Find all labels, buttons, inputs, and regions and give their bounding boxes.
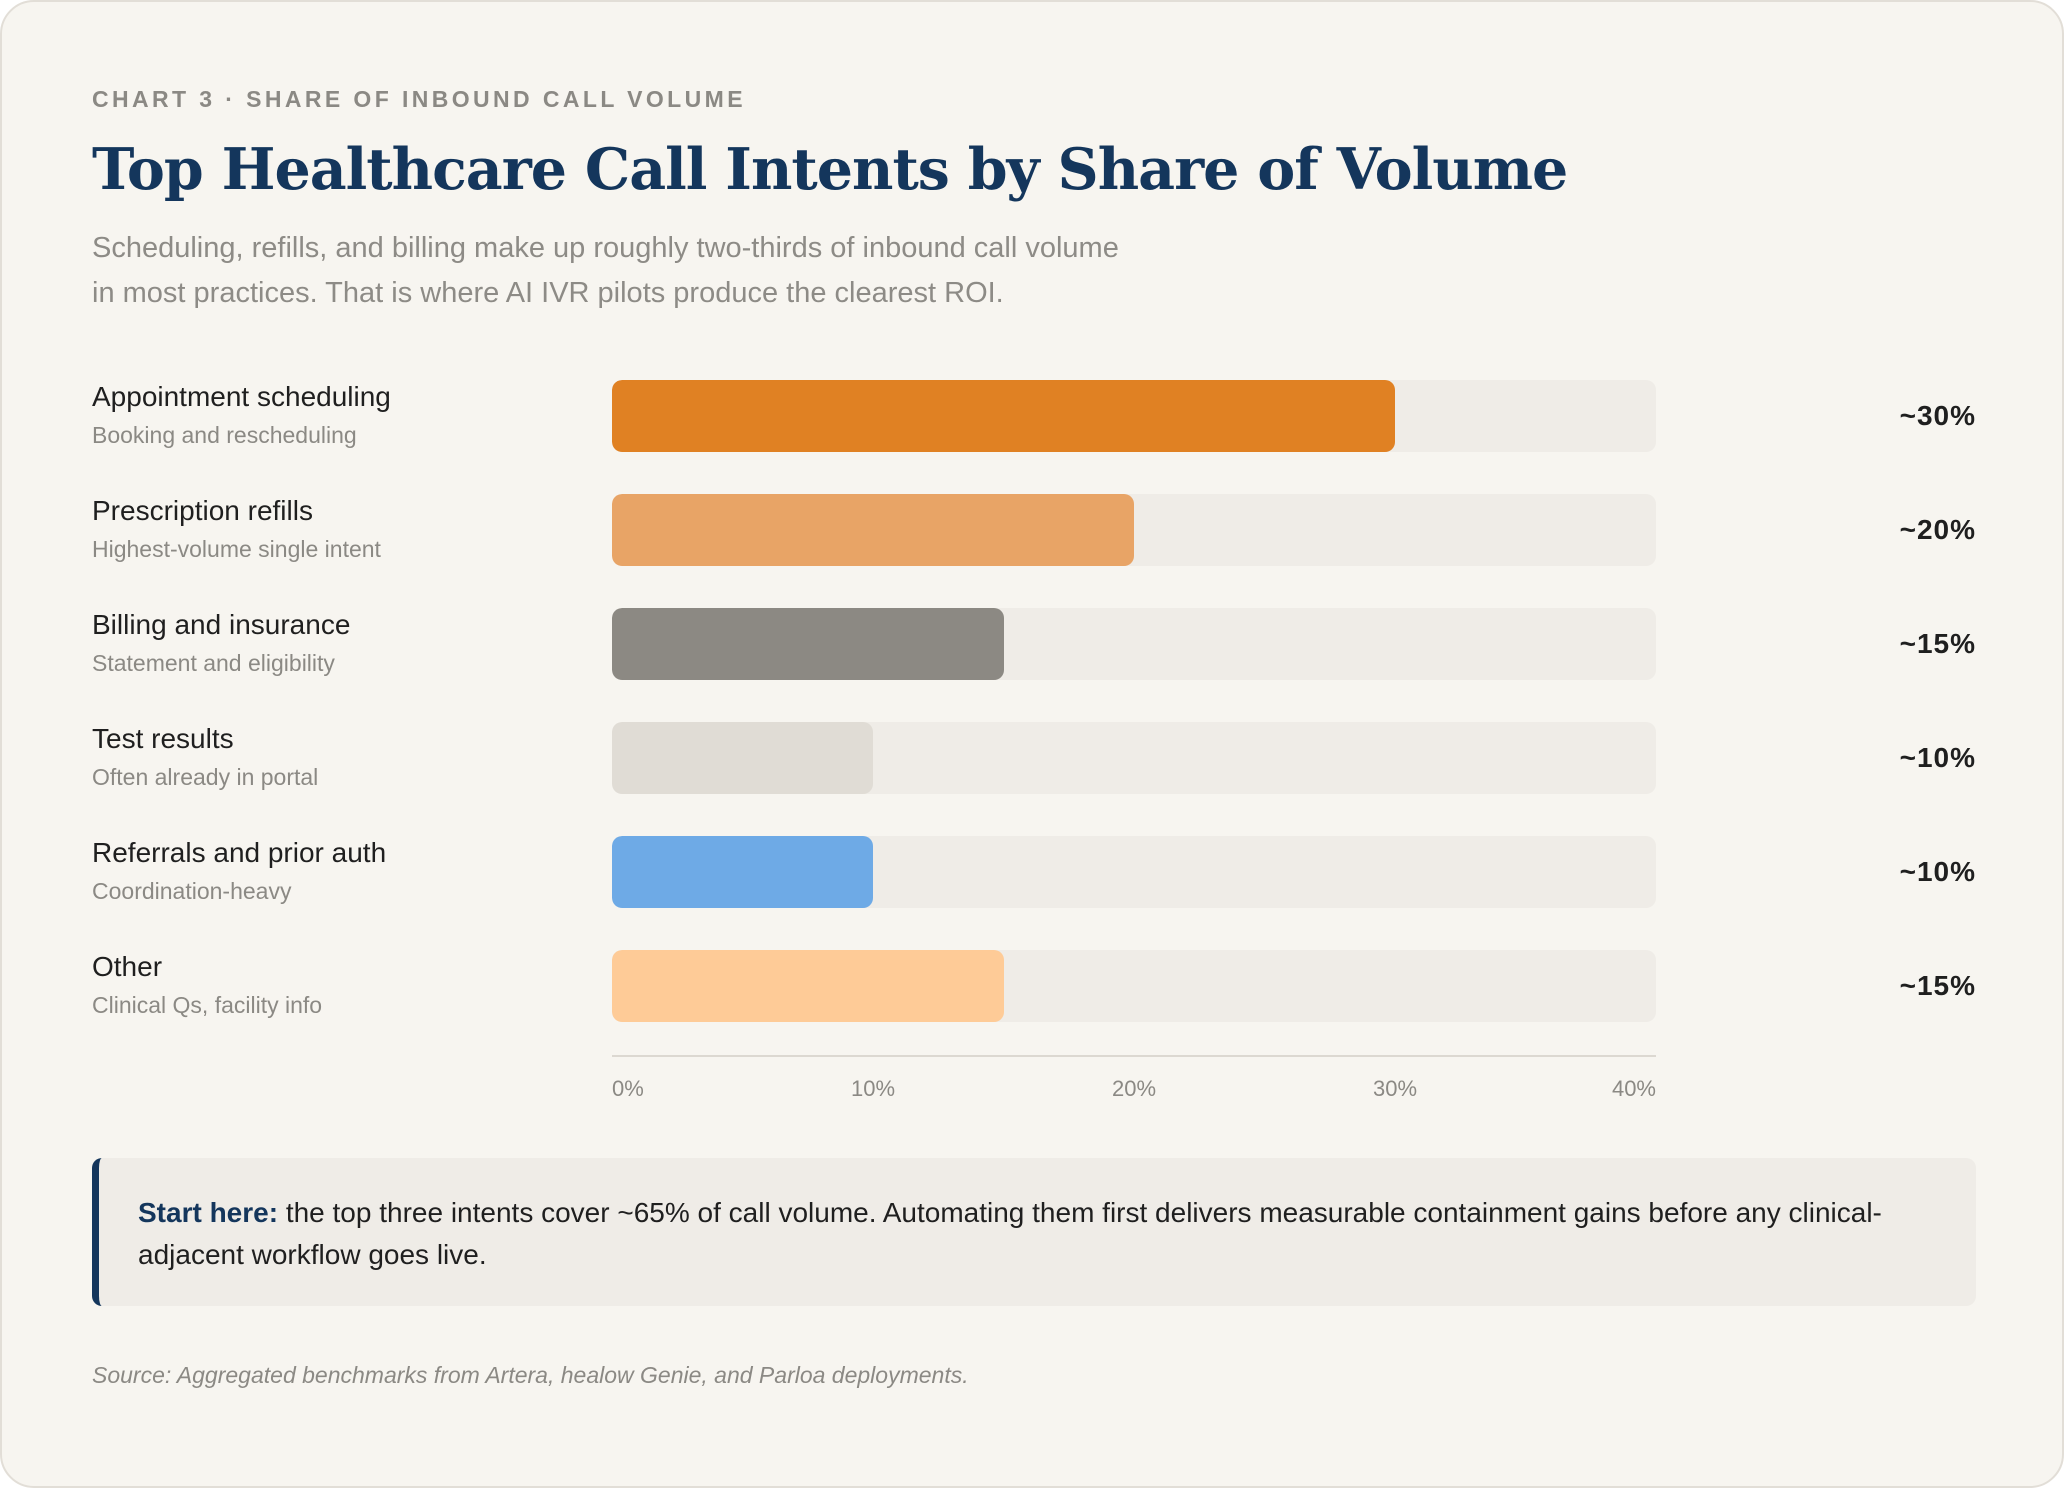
bar-mark — [612, 722, 873, 794]
bar-row: Appointment scheduling Booking and resche… — [2, 380, 2064, 452]
bar-value-label: ~10% — [1899, 742, 1976, 773]
bar-row: Referrals and prior auth Coordination-hea… — [2, 836, 2064, 908]
bar-category-label: Other — [92, 951, 163, 982]
bar-value-label: ~30% — [1899, 400, 1976, 431]
bar-value-label: ~20% — [1899, 514, 1976, 545]
source-note: Source: Aggregated benchmarks from Arter… — [92, 1362, 969, 1388]
bar-value-label: ~15% — [1899, 970, 1976, 1001]
callout-lead: Start here: — [138, 1197, 279, 1228]
bar-category-sublabel: Statement and eligibility — [92, 650, 335, 676]
bar-category-sublabel: Booking and rescheduling — [92, 422, 357, 448]
x-axis-tick-label: 10% — [850, 1076, 896, 1101]
bar-track — [612, 494, 1656, 566]
bar-category-label: Referrals and prior auth — [92, 837, 387, 868]
bar-mark — [612, 608, 1004, 680]
bar-row: Prescription refills Highest-volume singl… — [2, 494, 2064, 566]
bar-category-label: Billing and insurance — [92, 609, 351, 640]
bar-category-label: Prescription refills — [92, 495, 313, 526]
bar-mark — [612, 494, 1134, 566]
x-axis-tick-label: 40% — [1611, 1076, 1656, 1101]
bar-track — [612, 608, 1656, 680]
bar-value-label: ~10% — [1899, 856, 1976, 887]
x-axis-tick-label: 0% — [612, 1076, 644, 1101]
bar-track — [612, 722, 1656, 794]
chart-eyebrow: CHART 3 · SHARE OF INBOUND CALL VOLUME — [92, 86, 746, 112]
bar-row: Billing and insurance Statement and eligi… — [2, 608, 2064, 680]
bar-category-label: Test results — [92, 723, 234, 754]
bar-category-sublabel: Highest-volume single intent — [92, 536, 381, 562]
bar-mark — [612, 836, 873, 908]
callout-text: the top three intents cover ~65% of call… — [138, 1197, 1882, 1270]
bar-track — [612, 836, 1656, 908]
x-axis-line — [612, 1055, 1656, 1057]
bar-category-sublabel: Often already in portal — [92, 764, 319, 790]
bar-row: Other Clinical Qs, facility info ~15% — [2, 950, 2064, 1022]
bar-category-label: Appointment scheduling — [92, 381, 391, 412]
bar-value-label: ~15% — [1899, 628, 1976, 659]
bar-track — [612, 380, 1656, 452]
subtitle-line-2: in most practices. That is where AI IVR … — [92, 277, 1004, 309]
subtitle-line-1: Scheduling, refills, and billing make up… — [92, 232, 1119, 264]
chart-subtitle: Scheduling, refills, and billing make up… — [92, 226, 1352, 316]
bar-track — [612, 950, 1656, 1022]
chart-title: Top Healthcare Call Intents by Share of … — [92, 136, 1568, 203]
bar-row: Test results Often already in portal ~10% — [2, 722, 2064, 794]
bar-mark — [612, 380, 1395, 452]
x-axis-tick-label: 30% — [1372, 1076, 1418, 1101]
bar-category-sublabel: Clinical Qs, facility info — [92, 992, 323, 1018]
x-axis-tick-label: 20% — [1111, 1076, 1157, 1101]
bar-category-sublabel: Coordination-heavy — [92, 878, 292, 904]
callout-box: Start here: the top three intents cover … — [92, 1158, 1976, 1306]
bar-mark — [612, 950, 1004, 1022]
